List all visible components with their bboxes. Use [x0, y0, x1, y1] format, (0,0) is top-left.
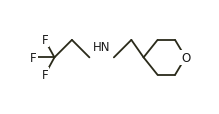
- Text: F: F: [42, 69, 48, 82]
- Text: F: F: [42, 34, 48, 47]
- Text: F: F: [42, 34, 48, 47]
- Text: F: F: [30, 51, 37, 64]
- Text: F: F: [42, 69, 48, 82]
- Text: HN: HN: [93, 41, 110, 54]
- Text: O: O: [181, 51, 190, 64]
- Text: O: O: [181, 51, 190, 64]
- Text: F: F: [30, 51, 37, 64]
- Text: HN: HN: [93, 41, 110, 54]
